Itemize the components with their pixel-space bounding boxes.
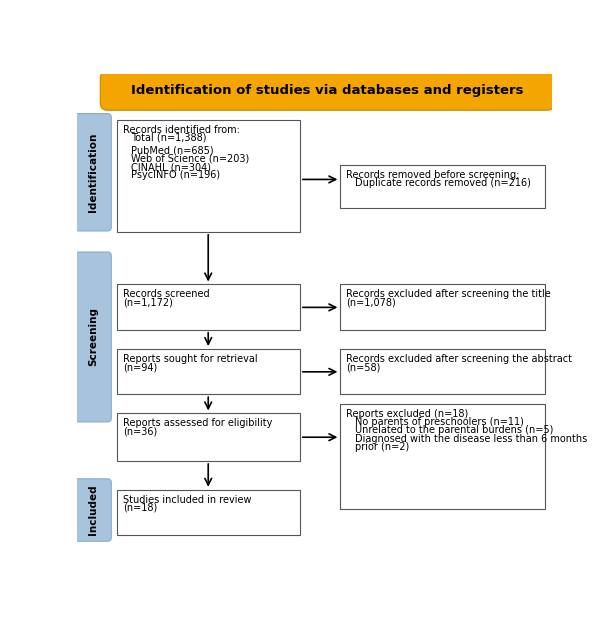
Text: No parents of preschoolers (n=11): No parents of preschoolers (n=11) (354, 417, 524, 427)
FancyBboxPatch shape (117, 414, 300, 461)
FancyBboxPatch shape (75, 252, 112, 422)
FancyBboxPatch shape (340, 285, 544, 330)
Text: Reports sought for retrieval: Reports sought for retrieval (123, 353, 257, 364)
Text: (n=94): (n=94) (123, 362, 157, 372)
FancyBboxPatch shape (117, 120, 300, 232)
Text: (n=1,078): (n=1,078) (346, 298, 396, 308)
Text: Identification: Identification (88, 133, 98, 212)
Text: Records screened: Records screened (123, 289, 209, 299)
Text: Reports assessed for eligibility: Reports assessed for eligibility (123, 418, 272, 428)
Text: Included: Included (88, 485, 98, 535)
Text: Records excluded after screening the abstract: Records excluded after screening the abs… (346, 353, 572, 364)
FancyBboxPatch shape (75, 113, 112, 231)
Text: (n=36): (n=36) (123, 427, 157, 436)
Text: Identification of studies via databases and registers: Identification of studies via databases … (131, 84, 524, 97)
Text: (n=18): (n=18) (123, 503, 157, 513)
FancyBboxPatch shape (117, 349, 300, 394)
Text: Web of Science (n=203): Web of Science (n=203) (131, 154, 249, 164)
Text: Diagnosed with the disease less than 6 months: Diagnosed with the disease less than 6 m… (354, 433, 587, 444)
FancyBboxPatch shape (75, 479, 112, 541)
Text: PsycINFO (n=196): PsycINFO (n=196) (131, 170, 221, 180)
Text: Total (n=1,388): Total (n=1,388) (131, 133, 207, 143)
Text: Reports excluded (n=18): Reports excluded (n=18) (346, 409, 468, 419)
Text: Records excluded after screening the title: Records excluded after screening the tit… (346, 289, 550, 299)
Text: (n=58): (n=58) (346, 362, 381, 372)
Text: Screening: Screening (88, 308, 98, 366)
Text: Studies included in review: Studies included in review (123, 495, 251, 505)
FancyBboxPatch shape (340, 165, 544, 208)
Text: PubMed (n=685): PubMed (n=685) (131, 146, 214, 156)
Text: (n=1,172): (n=1,172) (123, 298, 173, 308)
Text: Duplicate records removed (n=216): Duplicate records removed (n=216) (354, 178, 530, 188)
Text: prior (n=2): prior (n=2) (354, 442, 409, 452)
FancyBboxPatch shape (340, 349, 544, 394)
FancyBboxPatch shape (340, 404, 544, 509)
FancyBboxPatch shape (117, 490, 300, 535)
Text: CINAHL (n=304): CINAHL (n=304) (131, 162, 211, 172)
FancyBboxPatch shape (101, 71, 554, 110)
Text: Unrelated to the parental burdens (n=5): Unrelated to the parental burdens (n=5) (354, 425, 553, 435)
Text: Records identified from:: Records identified from: (123, 125, 240, 135)
FancyBboxPatch shape (117, 285, 300, 330)
Text: Records removed before screening:: Records removed before screening: (346, 170, 519, 180)
